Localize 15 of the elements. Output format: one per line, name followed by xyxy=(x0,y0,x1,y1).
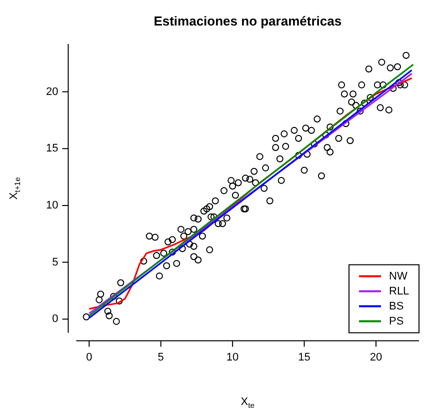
y-tick-label: 10 xyxy=(46,199,58,212)
x-tick-label: 20 xyxy=(370,351,382,364)
legend-label: PS xyxy=(389,315,404,328)
y-tick-label: 20 xyxy=(46,86,58,98)
y-tick-label: 5 xyxy=(52,256,58,268)
legend-label: BS xyxy=(389,300,404,312)
legend-label: RLL xyxy=(389,285,410,298)
x-tick-label: 0 xyxy=(86,351,92,364)
legend-label: NW xyxy=(389,270,408,282)
y-tick-label: 15 xyxy=(46,142,58,155)
x-tick-label: 15 xyxy=(298,351,310,364)
y-tick-label: 0 xyxy=(52,313,58,326)
x-tick-label: 5 xyxy=(158,351,164,364)
chart-title: Estimaciones no paramétricas xyxy=(154,14,342,29)
x-tick-label: 10 xyxy=(226,351,239,364)
